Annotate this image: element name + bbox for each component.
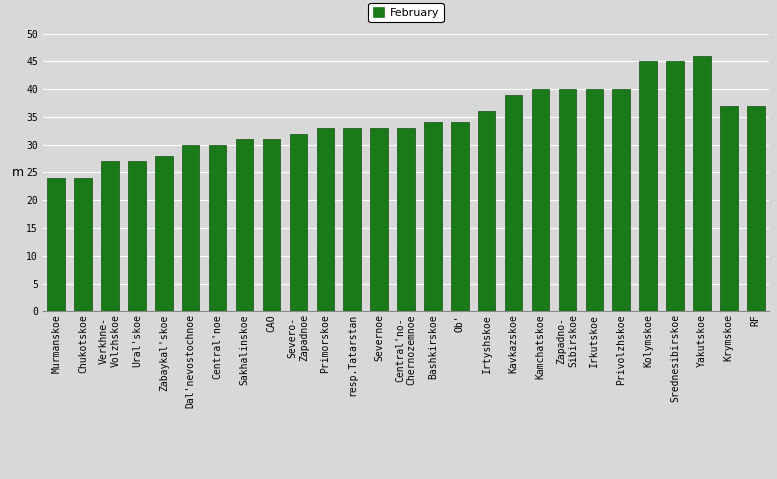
Bar xyxy=(505,95,522,311)
Bar xyxy=(155,156,172,311)
Bar xyxy=(478,111,496,311)
Bar xyxy=(343,128,361,311)
Bar xyxy=(316,128,334,311)
Bar xyxy=(720,106,737,311)
Bar xyxy=(47,178,65,311)
Bar xyxy=(101,161,119,311)
Bar xyxy=(182,145,200,311)
Bar xyxy=(586,89,603,311)
Bar xyxy=(531,89,549,311)
Bar xyxy=(397,128,415,311)
Bar xyxy=(747,106,765,311)
Bar xyxy=(263,139,280,311)
Bar xyxy=(667,61,684,311)
Bar xyxy=(559,89,577,311)
Bar xyxy=(235,139,253,311)
Y-axis label: m: m xyxy=(12,166,24,179)
Bar xyxy=(209,145,226,311)
Bar xyxy=(693,56,711,311)
Bar xyxy=(612,89,630,311)
Bar xyxy=(639,61,657,311)
Bar xyxy=(451,123,469,311)
Bar xyxy=(75,178,92,311)
Bar xyxy=(371,128,388,311)
Legend: February: February xyxy=(368,3,444,23)
Bar xyxy=(128,161,145,311)
Bar xyxy=(424,123,441,311)
Bar xyxy=(290,134,307,311)
